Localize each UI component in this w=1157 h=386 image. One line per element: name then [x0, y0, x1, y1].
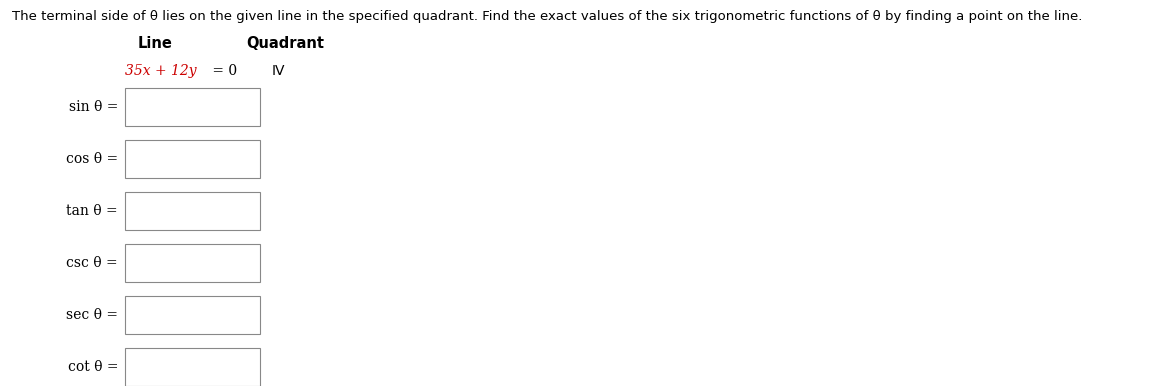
Bar [125, 348, 260, 386]
Text: cot θ =: cot θ = [67, 360, 118, 374]
Text: 35x + 12y: 35x + 12y [125, 64, 197, 78]
Text: sin θ =: sin θ = [68, 100, 118, 114]
Bar [125, 296, 260, 334]
Text: = 0: = 0 [208, 64, 237, 78]
Bar [125, 192, 260, 230]
Bar [125, 244, 260, 282]
Text: cos θ =: cos θ = [66, 152, 118, 166]
Text: The terminal side of θ lies on the given line in the specified quadrant. Find th: The terminal side of θ lies on the given… [12, 10, 1083, 23]
Text: tan θ =: tan θ = [66, 204, 118, 218]
Text: Quadrant: Quadrant [246, 36, 324, 51]
Bar [125, 140, 260, 178]
Text: Line: Line [138, 36, 172, 51]
Bar [125, 88, 260, 126]
Text: sec θ =: sec θ = [66, 308, 118, 322]
Text: csc θ =: csc θ = [66, 256, 118, 270]
Text: IV: IV [272, 64, 286, 78]
